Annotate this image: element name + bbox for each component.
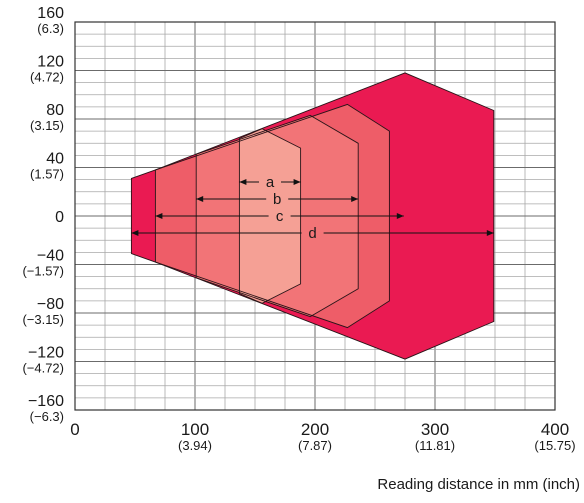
x-tick-sublabel: (3.94) — [178, 438, 212, 453]
zone-outlines — [130, 72, 495, 360]
x-tick-sublabel: (7.87) — [298, 438, 332, 453]
y-tick-sublabel: (−4.72) — [22, 361, 64, 376]
dimension-arrow-right-a — [293, 179, 301, 186]
dimension-arrow-left-d — [131, 229, 139, 236]
dimension-arrow-right-d — [486, 229, 494, 236]
y-tick-label: −40 — [37, 248, 64, 265]
x-tick-label: 0 — [70, 420, 79, 439]
y-tick-label: −120 — [28, 345, 64, 362]
y-tick-sublabel: (1.57) — [30, 167, 64, 182]
y-tick-sublabel: (4.72) — [30, 70, 64, 85]
x-tick-sublabel: (11.81) — [415, 438, 455, 453]
zone-label-d: d — [308, 225, 316, 242]
y-tick-label: −80 — [37, 296, 64, 313]
x-tick-sublabel: (15.75) — [534, 438, 575, 453]
x-tick-label: 400 — [541, 420, 569, 439]
dimension-arrow-left-c — [155, 213, 163, 219]
y-tick-label: 120 — [37, 54, 64, 71]
y-tick-labels: 160(6.3) 120(4.72) 80(3.15) 40(1.57) 0 −40(−1… — [22, 5, 64, 424]
x-tick-label: 200 — [301, 420, 329, 439]
zone-b-outline — [195, 114, 359, 318]
y-tick-sublabel: (−1.57) — [22, 264, 64, 279]
x-tick-label: 300 — [421, 420, 449, 439]
y-tick-label: 40 — [46, 151, 64, 168]
y-tick-sublabel: (−6.3) — [30, 409, 64, 424]
dimension-arrow-right-c — [396, 213, 404, 219]
zone-a-area — [239, 128, 301, 304]
y-tick-label: 80 — [46, 102, 64, 119]
dimension-lines: d cba — [131, 174, 494, 242]
zone-c-outline — [154, 103, 390, 329]
zone-a-outline — [238, 128, 302, 304]
axes — [74, 21, 556, 411]
zone-d-outline — [130, 72, 495, 360]
dimension-arrow-right-b — [351, 196, 359, 203]
zone-label-b: b — [273, 191, 281, 208]
y-tick-sublabel: (−3.15) — [22, 312, 64, 327]
zone-label-c: c — [276, 208, 284, 225]
y-tick-sublabel: (3.15) — [30, 118, 64, 133]
y-tick-label: 0 — [55, 209, 64, 226]
y-tick-label: 160 — [37, 5, 64, 22]
x-tick-labels: 0 100(3.94) 200(7.87) 300(11.81) 400(15.75) — [70, 420, 575, 453]
y-tick-sublabel: (6.3) — [37, 21, 64, 36]
y-tick-label: −160 — [28, 393, 64, 410]
plot-frame — [74, 21, 556, 411]
x-axis-title: Reading distance in mm (inch) — [377, 476, 580, 493]
dimension-arrow-left-b — [196, 196, 204, 203]
zone-label-a: a — [266, 174, 275, 191]
x-tick-label: 100 — [181, 420, 209, 439]
dimension-arrow-left-a — [239, 179, 247, 186]
